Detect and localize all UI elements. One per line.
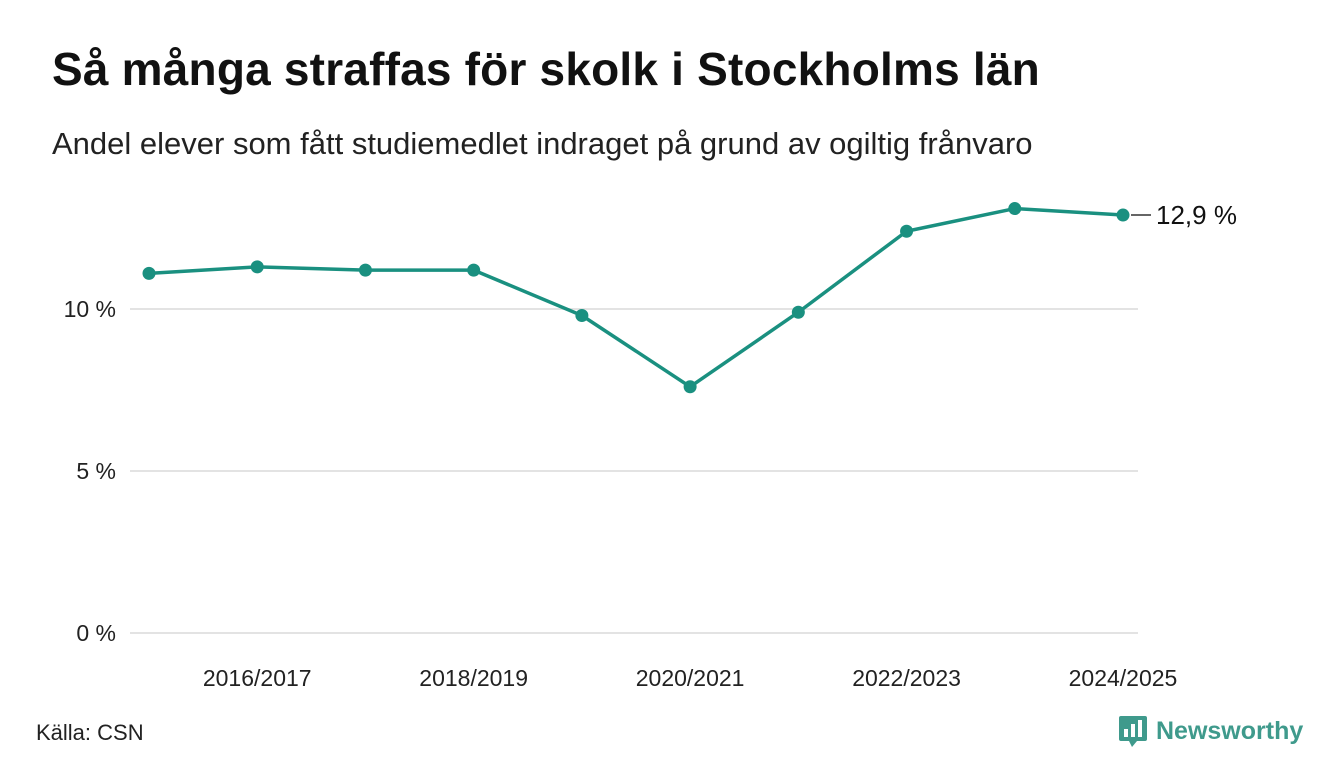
x-tick-label: 2016/2017 [203,665,312,691]
data-point [900,224,914,238]
newsworthy-logo: Newsworthy [1118,714,1303,748]
brand-name: Newsworthy [1156,716,1304,745]
bar-chart-speech-bubble-icon [1119,716,1147,747]
y-tick-label: 5 % [76,458,116,484]
grid-lines [130,308,1138,634]
data-point [575,308,589,322]
source-note: Källa: CSN [36,720,144,745]
data-point [358,263,372,277]
y-tick-label: 0 % [76,620,116,646]
x-tick-label: 2022/2023 [852,665,961,691]
data-point [467,263,481,277]
data-point [1008,202,1022,216]
x-axis-ticks: 2016/2017 2018/2019 2020/2021 2022/2023 2024… [203,665,1178,691]
end-value-label: 12,9 % [1156,200,1237,230]
data-point [683,380,697,394]
line-chart: 0 %5 %10 % 2016/2017 2018/2019 2020/2021 20… [64,200,1237,691]
y-axis-ticks: 0 % 5 % 10 % [64,296,116,646]
end-label-layer: 12,9 % [1131,200,1237,230]
data-point [250,260,264,274]
y-tick-label: 10 % [64,296,116,322]
series-layer [142,202,1130,394]
data-point [791,305,805,319]
data-point [1116,208,1130,222]
chart-title: Så många straffas för skolk i Stockholms… [52,43,1040,95]
data-point [142,266,156,280]
x-tick-label: 2024/2025 [1069,665,1178,691]
series-line [148,206,1124,389]
x-tick-label: 2018/2019 [419,665,528,691]
chart-subtitle: Andel elever som fått studiemedlet indra… [52,126,1033,161]
x-tick-label: 2020/2021 [636,665,745,691]
